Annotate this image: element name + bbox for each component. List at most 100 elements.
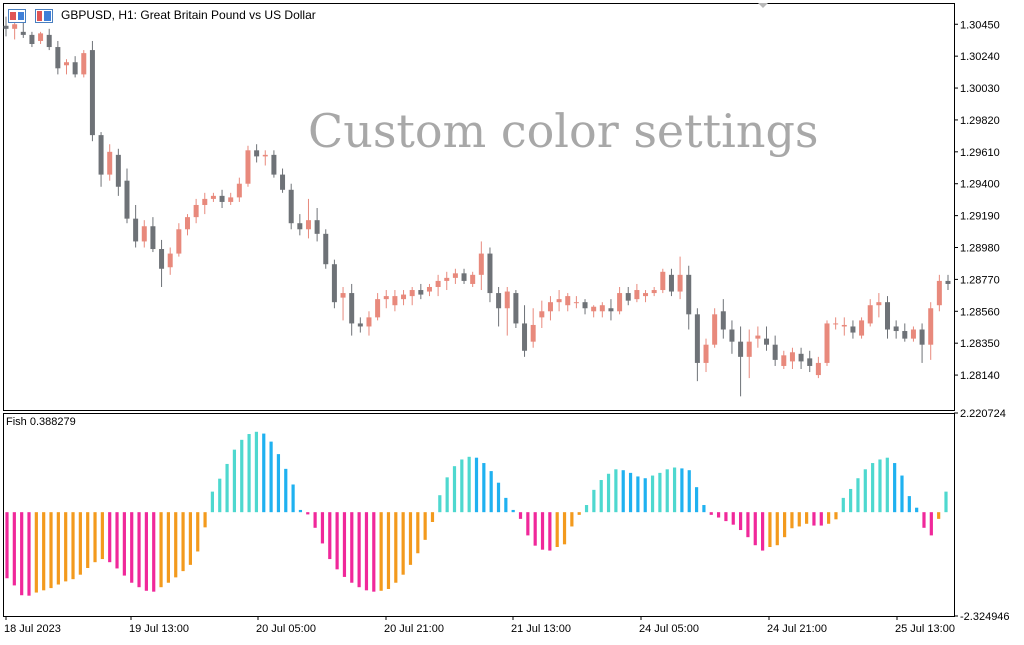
candle[interactable] bbox=[677, 256, 683, 300]
histogram-bar[interactable] bbox=[394, 512, 398, 583]
histogram-bar[interactable] bbox=[467, 456, 471, 513]
histogram-bar[interactable] bbox=[702, 505, 706, 513]
histogram-bar[interactable] bbox=[687, 470, 691, 513]
candle[interactable] bbox=[72, 56, 78, 78]
histogram-bar[interactable] bbox=[313, 512, 317, 528]
candle[interactable] bbox=[530, 308, 536, 348]
candle[interactable] bbox=[314, 208, 320, 242]
candle[interactable] bbox=[435, 274, 441, 297]
candle[interactable] bbox=[210, 192, 216, 202]
histogram-bar[interactable] bbox=[181, 512, 185, 572]
candle[interactable] bbox=[746, 329, 752, 379]
histogram-bar[interactable] bbox=[907, 496, 911, 513]
candle[interactable] bbox=[919, 323, 925, 363]
histogram-bar[interactable] bbox=[768, 512, 772, 548]
histogram-bar[interactable] bbox=[188, 512, 192, 565]
candle[interactable] bbox=[556, 290, 562, 312]
candle[interactable] bbox=[38, 31, 44, 45]
candle[interactable] bbox=[755, 326, 761, 348]
histogram-bar[interactable] bbox=[408, 512, 413, 565]
candle[interactable] bbox=[496, 286, 502, 327]
price-pane[interactable] bbox=[3, 16, 951, 397]
histogram-bar[interactable] bbox=[166, 512, 170, 583]
histogram-bar[interactable] bbox=[430, 512, 435, 522]
candle[interactable] bbox=[89, 40, 95, 142]
histogram-bar[interactable] bbox=[20, 512, 24, 596]
candle[interactable] bbox=[885, 296, 891, 339]
candle[interactable] bbox=[357, 317, 363, 333]
histogram-bar[interactable] bbox=[5, 512, 9, 579]
histogram-bar[interactable] bbox=[240, 439, 244, 513]
histogram-bar[interactable] bbox=[636, 476, 640, 513]
histogram-bar[interactable] bbox=[812, 512, 816, 526]
histogram-bar[interactable] bbox=[731, 512, 735, 525]
histogram-bar[interactable] bbox=[64, 512, 68, 582]
candle[interactable] bbox=[876, 293, 882, 318]
candle[interactable] bbox=[815, 356, 821, 379]
histogram-bar[interactable] bbox=[372, 512, 376, 592]
candle[interactable] bbox=[936, 274, 942, 312]
candle[interactable] bbox=[625, 286, 631, 306]
candle[interactable] bbox=[115, 148, 121, 196]
indicator-pane[interactable] bbox=[5, 431, 948, 596]
candle[interactable] bbox=[764, 326, 770, 351]
histogram-bar[interactable] bbox=[540, 512, 545, 550]
candle[interactable] bbox=[643, 290, 649, 303]
histogram-bar[interactable] bbox=[922, 512, 926, 528]
histogram-bar[interactable] bbox=[159, 512, 163, 588]
candle[interactable] bbox=[686, 265, 692, 330]
histogram-bar[interactable] bbox=[482, 463, 486, 513]
histogram-bar[interactable] bbox=[893, 463, 897, 513]
histogram-bar[interactable] bbox=[518, 512, 523, 519]
histogram-bar[interactable] bbox=[203, 512, 207, 528]
histogram-bar[interactable] bbox=[144, 512, 148, 591]
histogram-bar[interactable] bbox=[320, 512, 325, 544]
histogram-bar[interactable] bbox=[716, 512, 721, 518]
candle[interactable] bbox=[582, 299, 588, 315]
candle[interactable] bbox=[159, 239, 165, 287]
candle[interactable] bbox=[184, 214, 190, 236]
candle[interactable] bbox=[841, 317, 847, 336]
histogram-bar[interactable] bbox=[34, 512, 38, 593]
histogram-bar[interactable] bbox=[643, 478, 647, 513]
candle[interactable] bbox=[789, 347, 795, 369]
candle[interactable] bbox=[547, 296, 553, 321]
candle[interactable] bbox=[591, 305, 597, 318]
candle[interactable] bbox=[46, 28, 52, 51]
histogram-bar[interactable] bbox=[489, 471, 493, 513]
candle[interactable] bbox=[859, 317, 865, 339]
histogram-bar[interactable] bbox=[827, 512, 831, 524]
candle[interactable] bbox=[280, 168, 286, 193]
histogram-bar[interactable] bbox=[100, 512, 104, 560]
candle[interactable] bbox=[487, 247, 493, 303]
candle[interactable] bbox=[375, 293, 381, 321]
candle[interactable] bbox=[236, 177, 242, 202]
candle[interactable] bbox=[902, 323, 908, 342]
histogram-bar[interactable] bbox=[335, 512, 339, 570]
candle[interactable] bbox=[331, 259, 337, 309]
histogram-bar[interactable] bbox=[254, 431, 259, 513]
histogram-bar[interactable] bbox=[247, 434, 251, 513]
candle[interactable] bbox=[651, 286, 657, 297]
candle[interactable] bbox=[703, 338, 709, 373]
candle[interactable] bbox=[150, 217, 156, 253]
histogram-bar[interactable] bbox=[78, 512, 82, 575]
histogram-bar[interactable] bbox=[665, 469, 669, 513]
histogram-bar[interactable] bbox=[423, 512, 427, 540]
histogram-bar[interactable] bbox=[915, 507, 919, 513]
histogram-bar[interactable] bbox=[526, 512, 530, 536]
histogram-bar[interactable] bbox=[606, 473, 611, 513]
histogram-bar[interactable] bbox=[496, 482, 501, 513]
histogram-bar[interactable] bbox=[284, 468, 288, 513]
histogram-bar[interactable] bbox=[445, 477, 449, 513]
candle[interactable] bbox=[833, 317, 839, 330]
candle[interactable] bbox=[349, 283, 355, 336]
histogram-bar[interactable] bbox=[12, 512, 16, 586]
histogram-bar[interactable] bbox=[27, 512, 31, 596]
histogram-bar[interactable] bbox=[849, 488, 853, 513]
candle[interactable] bbox=[176, 223, 182, 257]
histogram-bar[interactable] bbox=[790, 512, 794, 529]
histogram-bar[interactable] bbox=[401, 512, 405, 575]
histogram-bar[interactable] bbox=[56, 512, 60, 585]
